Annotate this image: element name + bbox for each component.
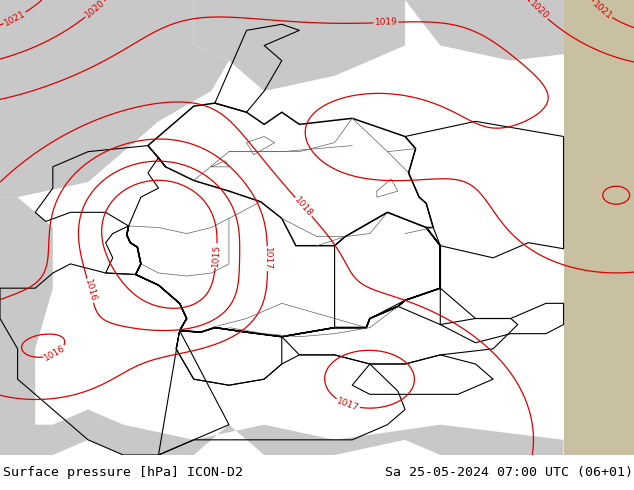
Text: 1015: 1015 <box>211 244 222 268</box>
Text: 1019: 1019 <box>374 18 398 27</box>
Text: 1021: 1021 <box>591 0 614 21</box>
Polygon shape <box>0 410 564 455</box>
Text: 1018: 1018 <box>292 196 314 219</box>
Polygon shape <box>0 197 53 455</box>
Text: Sa 25-05-2024 07:00 UTC (06+01): Sa 25-05-2024 07:00 UTC (06+01) <box>385 466 633 479</box>
Text: 1020: 1020 <box>527 0 550 22</box>
Text: 1021: 1021 <box>3 9 27 27</box>
Text: 1017: 1017 <box>263 247 272 270</box>
Text: 1016: 1016 <box>83 278 98 303</box>
Polygon shape <box>405 0 634 61</box>
Text: 1020: 1020 <box>84 0 107 20</box>
Text: 1016: 1016 <box>43 344 67 363</box>
Polygon shape <box>194 0 405 91</box>
Text: 1017: 1017 <box>335 396 360 413</box>
Polygon shape <box>0 0 229 197</box>
Polygon shape <box>564 0 634 455</box>
Text: Surface pressure [hPa] ICON-D2: Surface pressure [hPa] ICON-D2 <box>3 466 243 479</box>
